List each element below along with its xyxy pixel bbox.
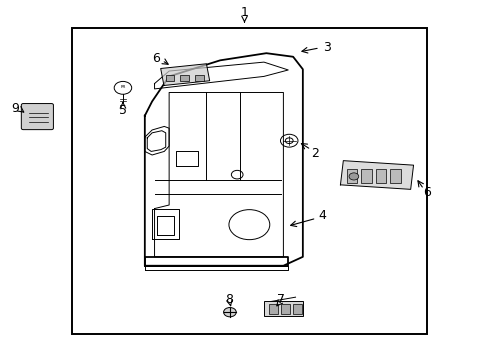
Text: PR: PR [120, 85, 125, 89]
Bar [72, 28, 426, 334]
Text: 3: 3 [323, 41, 330, 54]
Bar [346, 169, 357, 183]
Ellipse shape [223, 307, 236, 317]
Bar [195, 75, 203, 81]
Bar [165, 75, 174, 81]
Text: 7: 7 [276, 293, 285, 306]
FancyBboxPatch shape [21, 104, 53, 130]
Bar [389, 169, 400, 183]
Text: 6: 6 [423, 186, 430, 199]
Text: 5: 5 [119, 104, 127, 117]
Bar [361, 169, 371, 183]
Bar [268, 304, 277, 314]
Bar [264, 301, 302, 316]
Circle shape [348, 173, 358, 180]
Bar [180, 75, 189, 81]
Text: 2: 2 [310, 147, 318, 160]
Bar [375, 169, 386, 183]
Polygon shape [340, 161, 413, 189]
Bar [281, 304, 289, 314]
Text: 6: 6 [152, 52, 160, 65]
Bar [292, 304, 301, 314]
Text: 8: 8 [224, 293, 232, 306]
Text: 1: 1 [240, 6, 248, 19]
Polygon shape [161, 64, 209, 85]
Text: 9: 9 [11, 102, 19, 115]
Text: 4: 4 [318, 209, 325, 222]
